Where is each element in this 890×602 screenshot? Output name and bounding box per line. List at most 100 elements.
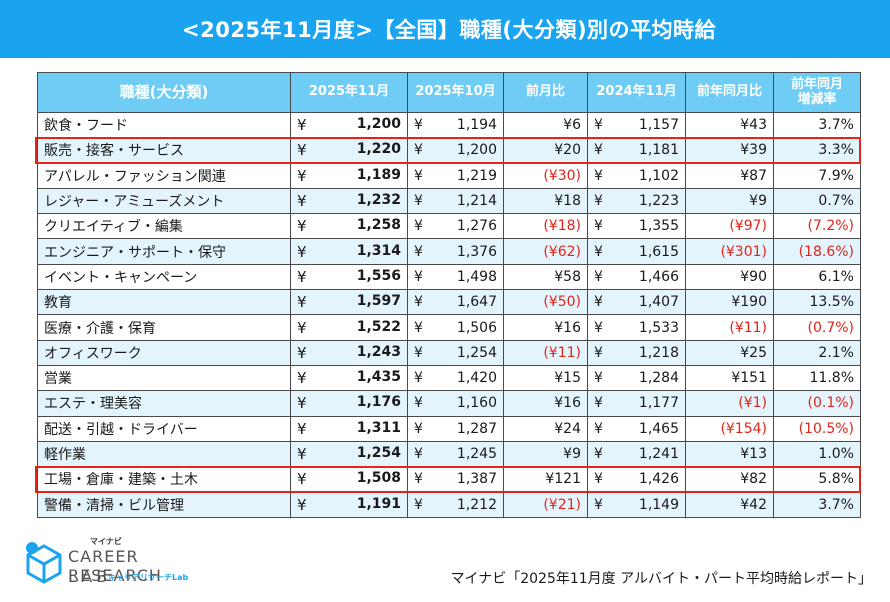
cell-oct2025-value: 1,420 xyxy=(456,370,497,387)
cell-mom: (¥62) xyxy=(503,238,588,265)
cell-oct2025: ¥1,160 xyxy=(407,390,504,417)
cell-mom: ¥18 xyxy=(503,187,588,215)
cell-nov2025-value: 1,189 xyxy=(356,166,401,183)
cell-mom-value: (¥62) xyxy=(543,243,581,260)
yen-symbol: ¥ xyxy=(297,445,307,463)
cell-yoy: (¥97) xyxy=(685,213,774,240)
cell-nov2025: ¥1,200 xyxy=(290,111,408,139)
cell-category-value: エステ・理美容 xyxy=(44,396,142,413)
cell-nov2024-value: 1,407 xyxy=(638,294,679,311)
cell-yoy-rate-value: (0.1%) xyxy=(807,395,855,412)
cell-yoy-rate-value: 3.3% xyxy=(818,142,854,159)
cell-yoy: ¥190 xyxy=(685,289,774,316)
cell-oct2025: ¥1,200 xyxy=(407,137,504,164)
cell-mom-value: ¥16 xyxy=(554,395,581,412)
cell-yoy-value: (¥154) xyxy=(720,420,767,437)
cell-oct2025-value: 1,376 xyxy=(456,243,497,260)
cell-yoy-value: ¥9 xyxy=(749,193,767,210)
cell-nov2025-value: 1,556 xyxy=(356,267,401,284)
yen-symbol: ¥ xyxy=(297,470,307,489)
cell-oct2025-value: 1,254 xyxy=(456,344,497,361)
cell-yoy-rate-value: 1.0% xyxy=(818,446,854,462)
cell-nov2024: ¥1,149 xyxy=(587,491,686,518)
cell-yoy-rate: 3.7% xyxy=(773,111,861,139)
header-yoy-rate-line2: 増減率 xyxy=(797,91,837,107)
yen-symbol: ¥ xyxy=(414,193,423,210)
yen-symbol: ¥ xyxy=(297,495,307,514)
cell-yoy-rate: 3.7% xyxy=(773,491,861,518)
table-row: オフィスワーク ¥1,243 ¥1,254 (¥11) ¥1,218 ¥25 2.1% xyxy=(37,339,861,366)
header-nov2025: 2025年11月 xyxy=(290,72,408,113)
table-row: アパレル・ファッション関連 ¥1,189 ¥1,219 (¥30) ¥1,102 ¥87 7… xyxy=(37,162,861,189)
cell-mom: ¥16 xyxy=(503,314,588,341)
table-row: 飲食・フード ¥1,200 ¥1,194 ¥6 ¥1,157 ¥43 3.7% xyxy=(37,111,861,139)
cell-nov2024: ¥1,533 xyxy=(587,314,686,341)
cell-category: エンジニア・サポート・保守 xyxy=(37,238,291,265)
cell-category-value: 飲食・フード xyxy=(44,118,128,135)
cell-yoy-value: ¥42 xyxy=(740,496,767,513)
cell-category: 医療・介護・保育 xyxy=(37,314,291,341)
cell-category: 警備・清掃・ビル管理 xyxy=(37,491,291,518)
yen-symbol: ¥ xyxy=(297,369,307,388)
yen-symbol: ¥ xyxy=(594,344,603,361)
cell-mom-value: (¥30) xyxy=(543,167,581,184)
cell-mom-value: ¥18 xyxy=(554,193,581,210)
cell-nov2024: ¥1,102 xyxy=(587,162,686,189)
cell-mom: ¥20 xyxy=(503,137,588,164)
career-research-lab-logo: マイナビ CAREER RESEARCH LAB キャリアリサーチLab xyxy=(20,536,210,594)
yen-symbol: ¥ xyxy=(297,166,307,185)
cube-logo-icon xyxy=(26,542,62,584)
cell-category: 配送・引越・ドライバー xyxy=(37,415,291,442)
table-row: イベント・キャンペーン ¥1,556 ¥1,498 ¥58 ¥1,466 ¥90 6.1% xyxy=(37,263,861,291)
cell-mom: (¥30) xyxy=(503,162,588,189)
cell-yoy: ¥42 xyxy=(685,491,774,518)
cell-yoy-rate-value: 3.7% xyxy=(818,496,854,513)
yen-symbol: ¥ xyxy=(414,268,423,285)
cell-oct2025: ¥1,287 xyxy=(407,415,504,442)
cell-nov2024: ¥1,466 xyxy=(587,263,686,291)
table-row: レジャー・アミューズメント ¥1,232 ¥1,214 ¥18 ¥1,223 ¥9 0.7% xyxy=(37,187,861,215)
cell-yoy-rate: 5.8% xyxy=(773,466,861,493)
cell-nov2025: ¥1,176 xyxy=(290,390,408,417)
cell-mom: (¥11) xyxy=(503,339,588,366)
logo-sub: キャリアリサーチLab xyxy=(108,573,189,582)
cell-nov2024-value: 1,181 xyxy=(638,142,679,159)
cell-yoy: ¥9 xyxy=(685,187,774,215)
cell-nov2025: ¥1,522 xyxy=(290,314,408,341)
cell-nov2024: ¥1,223 xyxy=(587,187,686,215)
cell-category-value: クリエイティブ・編集 xyxy=(44,219,183,236)
yen-symbol: ¥ xyxy=(414,243,423,260)
cell-nov2024: ¥1,157 xyxy=(587,111,686,139)
logo-line2: LAB xyxy=(68,567,112,586)
cell-yoy-rate-value: 2.1% xyxy=(818,344,854,361)
cell-nov2024: ¥1,465 xyxy=(587,415,686,442)
cell-yoy-rate: 13.5% xyxy=(773,289,861,316)
cell-nov2025-value: 1,311 xyxy=(356,419,401,436)
cell-oct2025-value: 1,219 xyxy=(456,167,497,184)
cell-mom-value: (¥50) xyxy=(543,294,581,311)
yen-symbol: ¥ xyxy=(297,192,307,211)
cell-oct2025: ¥1,245 xyxy=(407,440,504,468)
cell-yoy-rate: (0.1%) xyxy=(773,390,861,417)
yen-symbol: ¥ xyxy=(594,294,603,311)
cell-oct2025-value: 1,498 xyxy=(456,268,497,285)
page-title: <2025年11月度>【全国】職種(大分類)別の平均時給 xyxy=(0,0,890,58)
cell-category-value: 販売・接客・サービス xyxy=(44,143,184,160)
cell-category-value: オフィスワーク xyxy=(44,345,142,362)
cell-nov2024: ¥1,218 xyxy=(587,339,686,366)
cell-category-value: イベント・キャンペーン xyxy=(44,269,198,286)
cell-nov2025: ¥1,254 xyxy=(290,440,408,468)
cell-mom: ¥16 xyxy=(503,390,588,417)
cell-nov2024-value: 1,426 xyxy=(638,471,679,488)
cell-yoy-value: ¥190 xyxy=(731,294,767,311)
cell-category: イベント・キャンペーン xyxy=(37,263,291,291)
cell-category: クリエイティブ・編集 xyxy=(37,213,291,240)
cell-nov2025: ¥1,189 xyxy=(290,162,408,189)
header-yoy: 前年同月比 xyxy=(685,72,774,113)
cell-yoy-rate-value: (18.6%) xyxy=(798,243,854,260)
cell-yoy: (¥154) xyxy=(685,415,774,442)
cell-nov2025: ¥1,243 xyxy=(290,339,408,366)
cell-category-value: 教育 xyxy=(44,295,72,312)
cell-oct2025-value: 1,387 xyxy=(456,471,497,488)
cell-category-value: エンジニア・サポート・保守 xyxy=(44,244,226,261)
